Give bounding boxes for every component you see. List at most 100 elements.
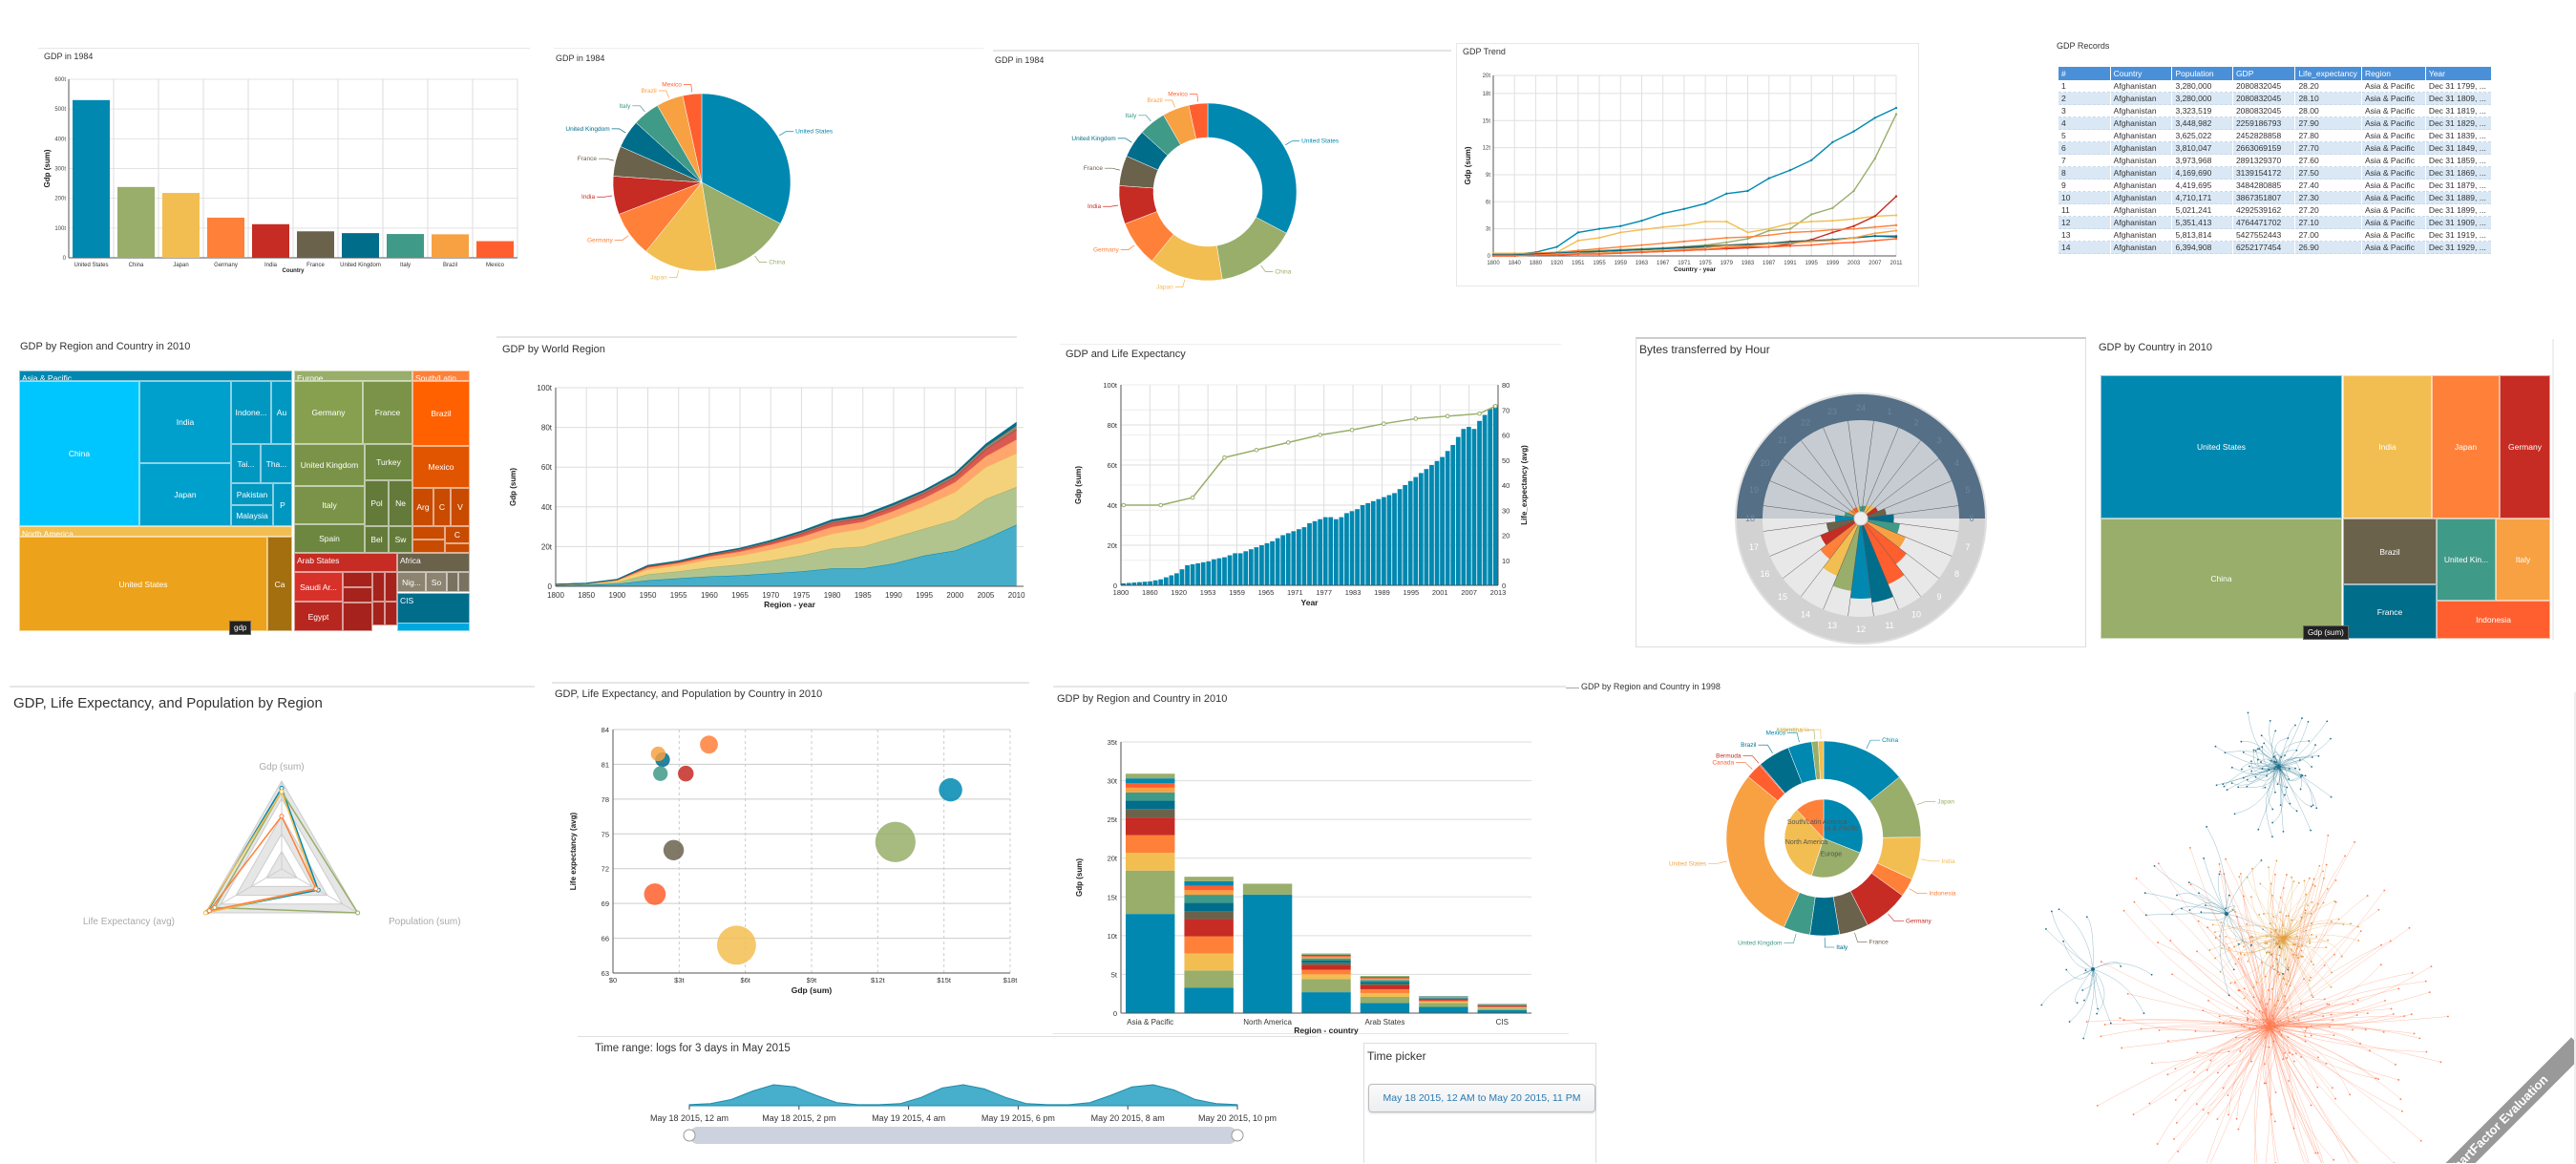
treemap-cell[interactable]: Au <box>271 381 292 444</box>
data-point <box>1874 116 1876 118</box>
treemap-cell[interactable]: Germany <box>2500 375 2550 519</box>
network-node <box>2411 1013 2413 1015</box>
treemap-cell[interactable]: Arg <box>412 488 433 526</box>
treemap-cell[interactable]: United States <box>2101 375 2342 519</box>
bar <box>1291 531 1296 585</box>
network-node <box>2261 746 2263 748</box>
treemap-cell[interactable]: Brazil <box>412 381 470 446</box>
treemap-cell[interactable]: Japan <box>2432 375 2500 519</box>
treemap-cell[interactable]: C <box>433 488 451 526</box>
treemap-cell[interactable]: Tai... <box>231 444 261 483</box>
treemap-cell[interactable]: Indone... <box>231 381 271 444</box>
treemap-cell[interactable] <box>343 603 372 631</box>
treemap-cell[interactable] <box>385 572 397 602</box>
treemap-cell[interactable]: Turkey <box>365 444 412 480</box>
treemap-cell[interactable]: Sw <box>389 526 412 553</box>
treemap-cell[interactable]: Saudi Ar... <box>294 572 343 602</box>
time-picker-button[interactable]: May 18 2015, 12 AM to May 20 2015, 11 PM <box>1368 1084 1595 1112</box>
bar <box>387 234 424 258</box>
range-handle-start[interactable] <box>684 1130 695 1141</box>
y-tick-label: 25t <box>1108 815 1118 824</box>
treemap-group-header[interactable]: South/Latin... <box>412 370 470 381</box>
column-header[interactable]: Year <box>2425 67 2491 80</box>
column-header[interactable]: Region <box>2361 67 2425 80</box>
network-edge <box>2098 1026 2270 1106</box>
treemap-cell[interactable] <box>447 572 458 592</box>
hour-label: 7 <box>1966 542 1971 552</box>
treemap-cell[interactable]: Ne <box>389 480 412 526</box>
column-header[interactable]: Life_expectancy <box>2295 67 2362 80</box>
treemap-cell[interactable]: C <box>445 526 470 543</box>
treemap-cell[interactable]: United Kingdom <box>294 444 365 486</box>
treemap-cell[interactable] <box>343 587 372 603</box>
x-tick-label: 1965 <box>1258 588 1275 597</box>
column-header[interactable]: # <box>2059 67 2110 80</box>
treemap-cell[interactable]: Spain <box>294 524 365 553</box>
treemap-cell[interactable] <box>412 526 445 540</box>
treemap-group-header[interactable]: Africa <box>397 553 470 572</box>
treemap-cell[interactable]: China <box>2101 519 2342 639</box>
treemap-cell[interactable]: Nig... <box>397 572 426 592</box>
network-node <box>2357 940 2359 942</box>
network-node <box>2311 766 2312 768</box>
treemap-cell[interactable]: Egypt <box>294 602 343 631</box>
treemap-cell[interactable]: China <box>19 381 139 526</box>
treemap-cell[interactable]: So <box>426 572 447 592</box>
treemap-cell[interactable] <box>458 572 470 592</box>
column-header[interactable]: Population <box>2172 67 2232 80</box>
treemap-cell[interactable]: Pol <box>365 480 389 526</box>
treemap-cell[interactable]: France <box>363 381 412 444</box>
treemap-cell[interactable]: Italy <box>294 486 365 524</box>
treemap-cell[interactable]: France <box>2343 584 2437 639</box>
treemap-cell[interactable]: Bel <box>365 526 389 553</box>
treemap-cell[interactable]: Tha... <box>261 444 292 483</box>
treemap-cell[interactable]: Pakistan <box>231 483 273 505</box>
treemap-group-header[interactable]: Asia & Pacific <box>19 370 292 381</box>
range-handle-end[interactable] <box>1232 1130 1243 1141</box>
treemap-cell[interactable]: P <box>273 483 292 526</box>
treemap-cell[interactable] <box>343 572 372 587</box>
data-point <box>1810 159 1812 161</box>
column-header[interactable]: GDP <box>2232 67 2295 80</box>
treemap-cell[interactable] <box>445 543 470 553</box>
treemap-cell[interactable]: V <box>451 488 470 526</box>
network-graph-svg[interactable] <box>2036 692 2576 1163</box>
column-header[interactable]: Country <box>2110 67 2172 80</box>
treemap-cell[interactable] <box>412 540 445 553</box>
treemap-cell[interactable]: India <box>2343 375 2432 519</box>
treemap-cell[interactable]: Mexico <box>412 446 470 488</box>
treemap-cell[interactable]: United Kin... <box>2437 519 2496 601</box>
treemap-cell[interactable]: United States <box>19 537 267 631</box>
treemap-cell[interactable] <box>397 623 470 631</box>
treemap-cell[interactable] <box>372 572 385 602</box>
treemap-cell[interactable]: Italy <box>2496 519 2550 601</box>
treemap-cell[interactable]: Japan <box>139 463 231 526</box>
treemap-cell[interactable]: Ca <box>267 537 292 631</box>
treemap-cell[interactable] <box>385 602 397 625</box>
treemap-cell[interactable]: Brazil <box>2343 519 2437 584</box>
treemap-cell[interactable]: Malaysia <box>231 505 273 526</box>
treemap-cell[interactable] <box>372 602 385 625</box>
treemap-group-header[interactable]: Europe <box>294 370 412 381</box>
treemap-cell[interactable]: India <box>139 381 231 463</box>
treemap-group-header[interactable]: North America <box>19 526 292 537</box>
treemap-group-header[interactable]: Arab States <box>294 553 397 572</box>
treemap-cell[interactable]: Germany <box>294 381 363 444</box>
treemap-cell[interactable]: Indonesia <box>2437 601 2550 639</box>
